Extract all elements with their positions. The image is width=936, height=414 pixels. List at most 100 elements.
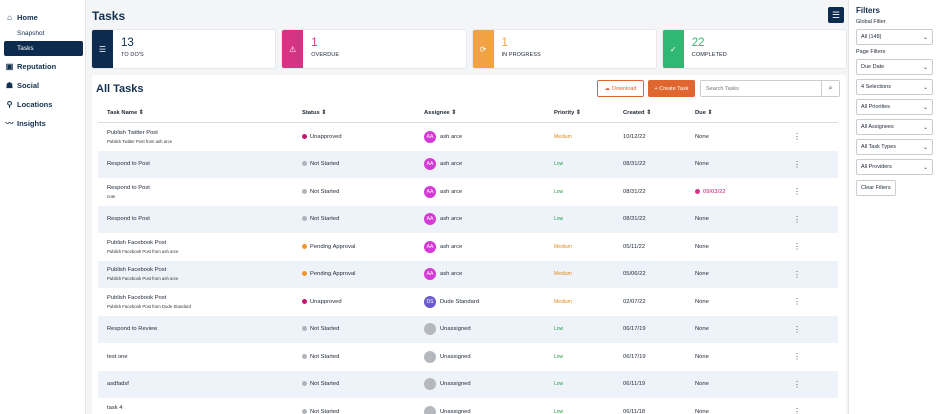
avatar (424, 323, 436, 336)
page-filter-select[interactable]: 4 Selections ⌄ (856, 79, 933, 95)
status-dot-icon (302, 298, 307, 304)
stat-card-completed[interactable]: ✓ 22 COMPLETED (662, 30, 846, 68)
table-row[interactable]: test one Not Started Unassigned Low 06/17/19… (98, 343, 838, 371)
page-filters-label: Page Filters (856, 49, 886, 55)
filter-toggle-button[interactable]: ☰ (828, 7, 844, 23)
page-filter-select[interactable]: Due Date ⌄ (856, 59, 933, 75)
kebab-menu-icon: ⋮ (793, 352, 801, 362)
sidebar-item-locations[interactable]: ⚲ Locations (0, 95, 85, 113)
col-priority[interactable]: Priority ⇕ (554, 109, 581, 116)
task-name[interactable]: Respond to Post (107, 184, 150, 191)
status-dot-icon (302, 133, 307, 139)
table-row[interactable]: Respond to Post Not Started AA ash arce Low 0… (98, 150, 838, 178)
task-name[interactable]: task 4 (107, 404, 123, 411)
status-text: Not Started (310, 381, 340, 388)
stat-card-to-do-s[interactable]: ☰ 13 TO DO'S (92, 30, 276, 68)
sidebar-item-home[interactable]: ⌂ Home (0, 8, 85, 26)
avatar (424, 350, 436, 363)
status-text: Unapproved (310, 133, 342, 140)
task-name[interactable]: Publish Facebook Post (107, 239, 167, 246)
table-row[interactable]: Respond to Review Not Started Unassigned Lo… (98, 315, 838, 343)
download-button[interactable]: ☁ Download (597, 80, 644, 97)
assignee-cell: Unassigned (424, 378, 554, 391)
global-filter-select[interactable]: All (148) ⌄ (856, 29, 933, 45)
table-row[interactable]: Publish Twitter Post Publish Twitter Post… (98, 123, 838, 151)
list-icon: ☰ (92, 30, 113, 68)
table-row[interactable]: Publish Facebook Post Publish Facebook Po… (98, 288, 838, 316)
task-description: Publish Facebook Post from ash arce (107, 248, 179, 254)
stat-card-overdue[interactable]: ⚠ 1 OVERDUE (282, 30, 466, 68)
task-name[interactable]: Respond to Review (107, 326, 158, 333)
row-menu-button[interactable]: ⋮ (787, 160, 807, 169)
page-filter-select[interactable]: All Task Types ⌄ (856, 139, 933, 155)
task-name[interactable]: asdfadsf (107, 381, 129, 388)
search-box: ⌕ (700, 80, 840, 97)
search-input[interactable] (701, 81, 821, 96)
task-description: Publish Twitter Post from ash arce (107, 138, 173, 144)
assignee-name: Unassigned (440, 408, 471, 414)
row-menu-button[interactable]: ⋮ (787, 215, 807, 224)
stat-card-text: 1 OVERDUE (303, 30, 339, 68)
due-date-cell: None (695, 134, 787, 140)
col-status[interactable]: Status ⇕ (302, 109, 327, 116)
clear-filters-button[interactable]: Clear Filters (856, 180, 896, 196)
create-task-button[interactable]: + Create Task (648, 80, 695, 97)
status-text: Not Started (310, 353, 340, 360)
kebab-menu-icon: ⋮ (793, 269, 801, 279)
search-button[interactable]: ⌕ (821, 81, 839, 96)
row-menu-button[interactable]: ⋮ (787, 187, 807, 196)
table-row[interactable]: Publish Facebook Post Publish Facebook Po… (98, 260, 838, 288)
tasks-panel: All Tasks ☁ Download + Create Task ⌕ Tas… (92, 75, 846, 414)
task-name[interactable]: test one (107, 353, 128, 360)
table-row[interactable]: asdfadsf Not Started Unassigned Low 06/11/19… (98, 370, 838, 398)
sidebar-subitem-tasks[interactable]: Tasks (4, 41, 83, 56)
priority-badge: Low (554, 353, 564, 360)
task-name[interactable]: Publish Twitter Post (107, 129, 158, 136)
stat-label: OVERDUE (311, 52, 340, 58)
task-name[interactable]: Respond to Post (107, 161, 150, 168)
assignee-cell: AA ash arce (424, 185, 554, 198)
sidebar-item-reputation[interactable]: ▣ Reputation (0, 57, 85, 75)
task-name[interactable]: Publish Facebook Post (107, 294, 167, 301)
filter-value: All Assignees (861, 124, 894, 130)
col-due[interactable]: Due ⇕ (695, 109, 713, 116)
page-filter-select[interactable]: All Providers ⌄ (856, 159, 933, 175)
row-menu-button[interactable]: ⋮ (787, 242, 807, 251)
row-menu-button[interactable]: ⋮ (787, 380, 807, 389)
row-menu-button[interactable]: ⋮ (787, 132, 807, 141)
row-menu-button[interactable]: ⋮ (787, 352, 807, 361)
status-cell: Unapproved (302, 133, 424, 140)
table-row[interactable]: Respond to Post Not Started AA ash arce Low 0… (98, 205, 838, 233)
table-row[interactable]: Publish Facebook Post Publish Facebook Po… (98, 233, 838, 261)
col-created[interactable]: Created ⇕ (623, 109, 652, 116)
row-menu-button[interactable]: ⋮ (787, 407, 807, 414)
assignee-name: Unassigned (440, 326, 471, 333)
table-row[interactable]: task 4adsfa Not Started Unassigned Low 06/11… (98, 398, 838, 414)
row-menu-button[interactable]: ⋮ (787, 297, 807, 306)
task-name[interactable]: Respond to Post (107, 216, 150, 223)
row-menu-button[interactable]: ⋮ (787, 325, 807, 334)
col-assignee[interactable]: Assignee ⇕ (424, 109, 457, 116)
filters-title: Filters (856, 6, 881, 15)
summary-cards: ☰ 13 TO DO'S ⚠ 1 OVERDUE ⟳ 1 IN PROGRESS ✓ 22 COMPL… (92, 30, 846, 68)
sidebar-subitem-snapshot[interactable]: Snapshot (17, 30, 45, 37)
row-menu-button[interactable]: ⋮ (787, 270, 807, 279)
stat-card-in-progress[interactable]: ⟳ 1 IN PROGRESS (472, 30, 656, 68)
avatar: AA (424, 185, 436, 198)
page-filter-select[interactable]: All Assignees ⌄ (856, 119, 933, 135)
stat-count: 1 (501, 37, 508, 49)
sidebar-item-insights[interactable]: 〰 Insights (0, 114, 85, 132)
assignee-cell: Unassigned (424, 350, 554, 363)
col-task-name[interactable]: Task Name ⇕ (107, 109, 144, 116)
insights-icon: 〰 (5, 118, 14, 128)
assignee-name: ash arce (440, 133, 463, 140)
assignee-cell: AA ash arce (424, 213, 554, 226)
task-name-cell: Publish Facebook Post Publish Facebook Po… (98, 267, 302, 281)
task-name[interactable]: Publish Facebook Post (107, 267, 167, 274)
sidebar-item-social[interactable]: ☗ Social (0, 76, 85, 94)
sidebar-item-label: Home (17, 12, 38, 22)
status-dot-icon (302, 271, 307, 277)
table-row[interactable]: Respond to Post note Not Started AA ash arce… (98, 178, 838, 206)
priority-badge: Low (554, 381, 564, 388)
page-filter-select[interactable]: All Priorities ⌄ (856, 99, 933, 115)
